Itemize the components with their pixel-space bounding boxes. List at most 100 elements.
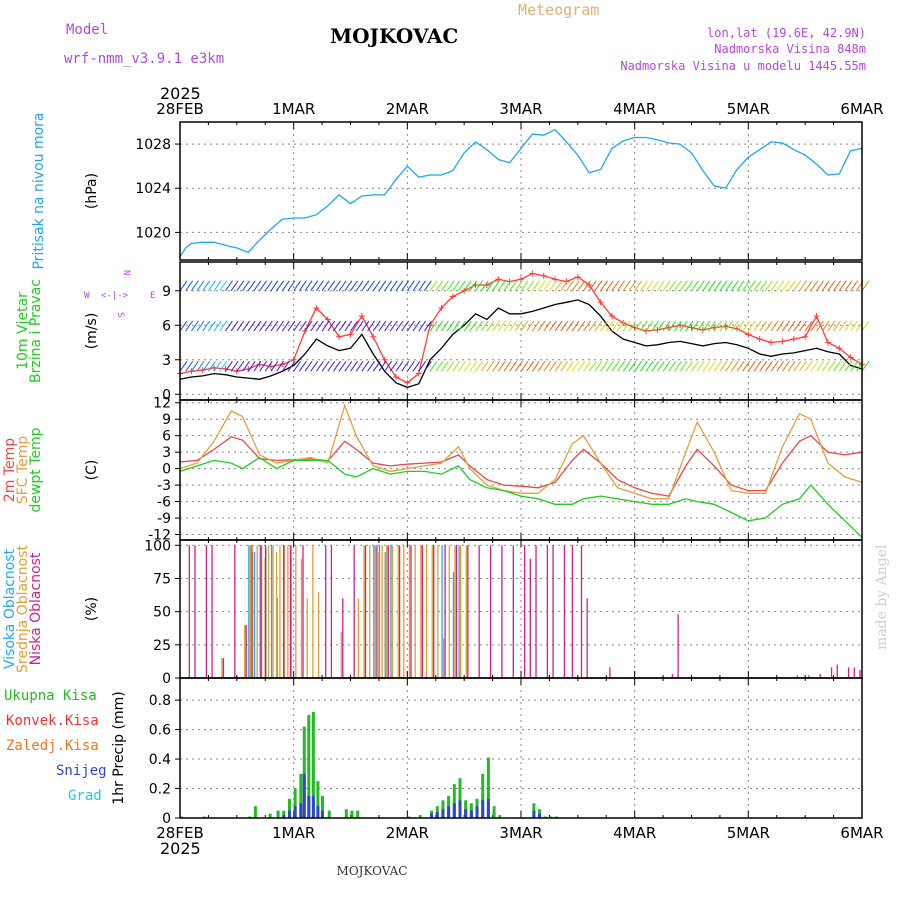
wind-barb [514, 320, 523, 332]
wind-barb [531, 280, 540, 292]
wind-barb [611, 280, 620, 292]
wind-barb [230, 360, 239, 372]
ytick-label: 12 [153, 396, 171, 412]
bar-snijeg [299, 803, 303, 818]
wind-barb [708, 360, 716, 372]
wind-barb [679, 360, 688, 372]
wind-barb [838, 320, 847, 332]
bar-niska [671, 674, 674, 678]
wind-barb [378, 360, 387, 372]
wind-barb [713, 280, 722, 292]
wind-barb [577, 320, 586, 332]
bar-snijeg [469, 810, 473, 818]
wind-barb [821, 360, 830, 372]
wind-barb [674, 320, 682, 332]
ylabel-unit: 1hr Precip (mm) [111, 691, 127, 804]
wind-barb [287, 320, 296, 332]
wind-barb [264, 280, 273, 292]
bar-srednja [454, 545, 456, 678]
bar-niska [234, 545, 236, 678]
wind-barb [634, 280, 643, 292]
wind-barb [429, 280, 438, 292]
bar-snijeg [475, 806, 479, 818]
bar-ukupna-kisa [486, 757, 490, 818]
wind-barb [827, 320, 836, 332]
panel-precip: 0 0.2 0.4 0.6 0.8 Ukupna Kisa Konvek.Kisa Zaled… [4, 677, 863, 827]
wind-barb [480, 360, 489, 372]
wind-barb [384, 280, 393, 292]
dir-n: N [121, 270, 131, 275]
elevation-label: Nadmorska Visina 848m [714, 42, 866, 56]
wind-barb [759, 360, 768, 372]
xtick-label-top: 6MAR [840, 100, 883, 118]
wind-barb [213, 280, 222, 292]
year-bottom: 2025 [160, 839, 201, 858]
wind-barb [804, 360, 813, 372]
bar-srednja [275, 551, 278, 678]
wind-barb [554, 360, 563, 372]
wind-barb [747, 280, 756, 292]
wind-barb [844, 360, 853, 372]
wind-barb [816, 320, 824, 332]
wind-barb [764, 360, 773, 372]
wind-barb [736, 320, 745, 332]
bar-niska [546, 545, 549, 678]
wind-barb [810, 280, 819, 292]
wind-barb [486, 360, 495, 372]
bar-snijeg [458, 800, 462, 818]
wind-barb [787, 280, 796, 292]
wind-barb [645, 360, 654, 372]
wind-barb [543, 360, 552, 372]
wind-barb [639, 360, 648, 372]
wind-barb [662, 280, 671, 292]
ytick-label: -6 [157, 495, 171, 511]
ytick-label: 1028 [135, 137, 171, 153]
bar-niska [467, 545, 469, 678]
wind-barb [600, 280, 608, 292]
wind-barb [242, 360, 250, 372]
wind-barb [639, 280, 648, 292]
wind-barb [406, 320, 415, 332]
wind-barb [730, 320, 739, 332]
ylabel-unit: (C) [84, 460, 100, 481]
wind-barb [719, 280, 728, 292]
bar-srednja [448, 545, 450, 678]
wind-barb [276, 280, 285, 292]
wind-barb [338, 280, 347, 292]
bar-niska [387, 545, 389, 678]
bar-niska [609, 667, 611, 678]
wind-barb [208, 320, 216, 332]
wind-barb [333, 360, 341, 372]
wind-barb [759, 280, 768, 292]
bar-niska [211, 545, 213, 678]
bar-ukupna-kisa [327, 810, 331, 818]
bar-snijeg [311, 795, 315, 818]
panel-pressure: 1020 1024 1028 Pritisak na nivou mora (hPa) [31, 112, 863, 270]
wind-barb [799, 360, 807, 372]
wind-barb [463, 320, 472, 332]
wind-barb [196, 280, 205, 292]
bar-ukupna-kisa [302, 726, 306, 818]
wind-barb [571, 320, 580, 332]
ytick-label: 0.8 [149, 693, 171, 709]
wind-barb [367, 280, 375, 292]
bar-snijeg [538, 813, 542, 818]
bar-srednja [431, 545, 433, 678]
wind-barb [230, 280, 239, 292]
wind-barb [764, 280, 773, 292]
model-name: wrf-nmm_v3.9.1 e3km [64, 51, 224, 67]
wind-barb [321, 320, 330, 332]
wind-barb [509, 360, 518, 372]
wind-barb [219, 360, 228, 372]
bar-visoka [270, 545, 273, 678]
wind-barb [497, 360, 506, 372]
wind-barb [475, 280, 483, 292]
bar-niska [289, 545, 292, 678]
ylabel-line: 2m Temp [2, 438, 18, 502]
wind-barb [242, 320, 250, 332]
wind-barb [310, 320, 319, 332]
wind-barb [537, 280, 546, 292]
wind-barb [674, 360, 682, 372]
bar-visoka [253, 551, 256, 678]
